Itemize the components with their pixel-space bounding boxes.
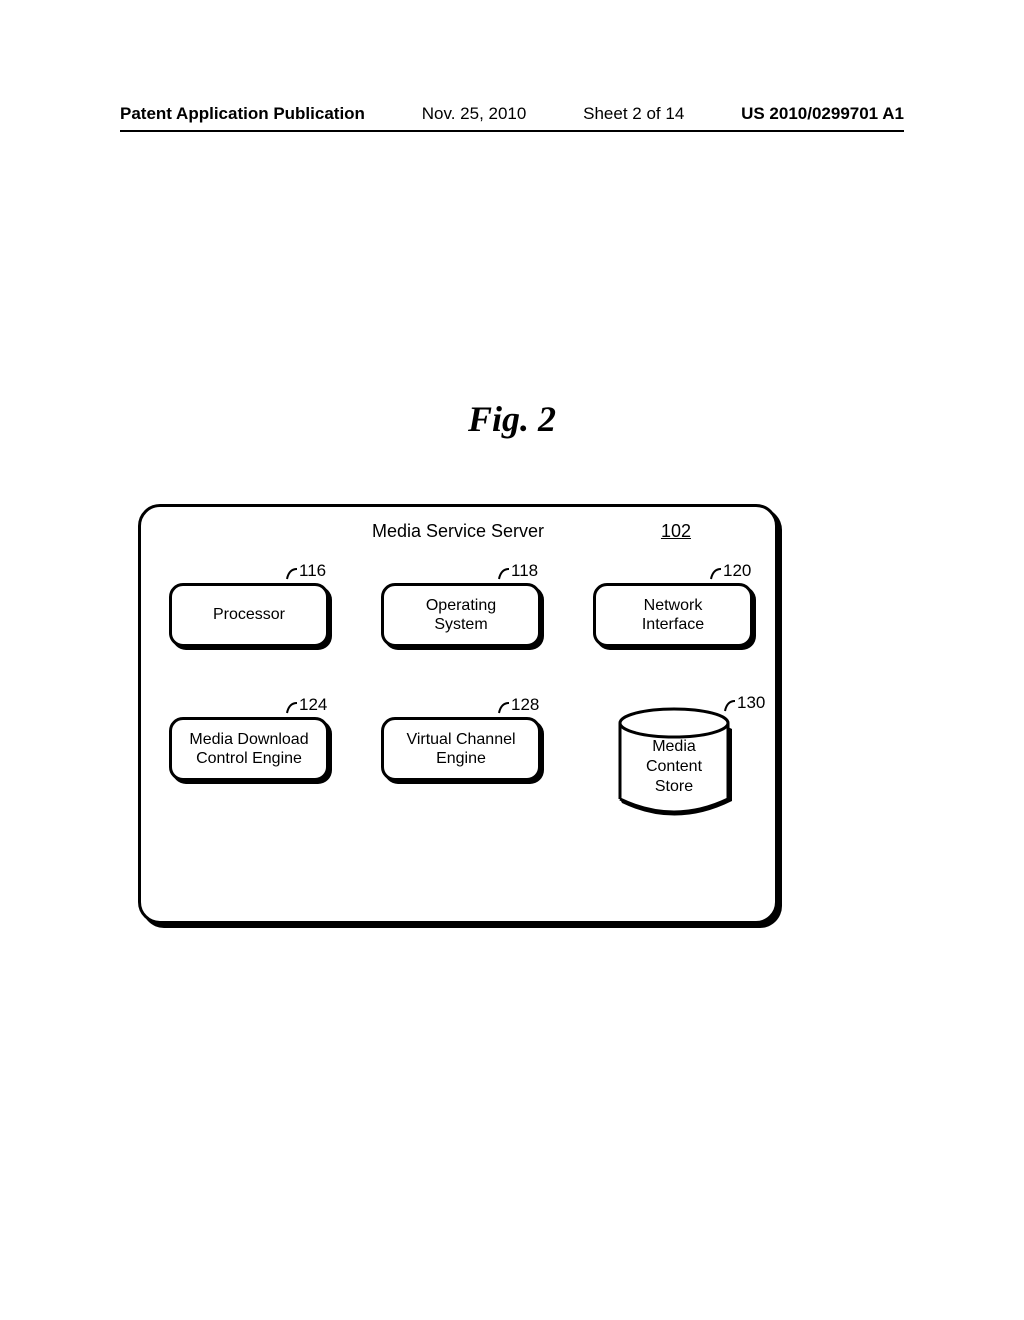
publication-number: US 2010/0299701 A1 — [741, 104, 904, 124]
ref-hook-icon — [493, 567, 511, 581]
ref-hook-icon — [719, 699, 737, 713]
ref-120: 120 — [723, 561, 751, 581]
page-header: Patent Application Publication Nov. 25, … — [120, 104, 904, 124]
ref-128: 128 — [511, 695, 539, 715]
publication-date: Nov. 25, 2010 — [422, 104, 527, 124]
publication-label: Patent Application Publication — [120, 104, 365, 124]
sheet-number: Sheet 2 of 14 — [583, 104, 684, 124]
ref-118: 118 — [511, 561, 538, 581]
operating-system-label: Operating System — [426, 596, 496, 634]
virtual-channel-label: Virtual Channel Engine — [406, 730, 515, 768]
network-interface-label: Network Interface — [642, 596, 704, 634]
media-download-label: Media Download Control Engine — [189, 730, 308, 768]
media-service-server-diagram: Media Service Server 102 Processor 116 O… — [138, 504, 778, 924]
diagram-ref: 102 — [661, 521, 691, 542]
operating-system-block: Operating System — [381, 583, 541, 647]
media-download-control-engine-block: Media Download Control Engine — [169, 717, 329, 781]
header-rule — [120, 130, 904, 132]
ref-hook-icon — [281, 701, 299, 715]
media-content-store-label: Media Content Store — [615, 737, 733, 797]
network-interface-block: Network Interface — [593, 583, 753, 647]
ref-hook-icon — [281, 567, 299, 581]
virtual-channel-engine-block: Virtual Channel Engine — [381, 717, 541, 781]
media-content-store-cylinder: Media Content Store — [615, 707, 733, 817]
ref-130: 130 — [737, 693, 765, 713]
processor-label: Processor — [213, 605, 285, 624]
ref-hook-icon — [493, 701, 511, 715]
ref-124: 124 — [299, 695, 327, 715]
ref-116: 116 — [299, 561, 326, 581]
processor-block: Processor — [169, 583, 329, 647]
figure-title: Fig. 2 — [0, 398, 1024, 440]
ref-hook-icon — [705, 567, 723, 581]
